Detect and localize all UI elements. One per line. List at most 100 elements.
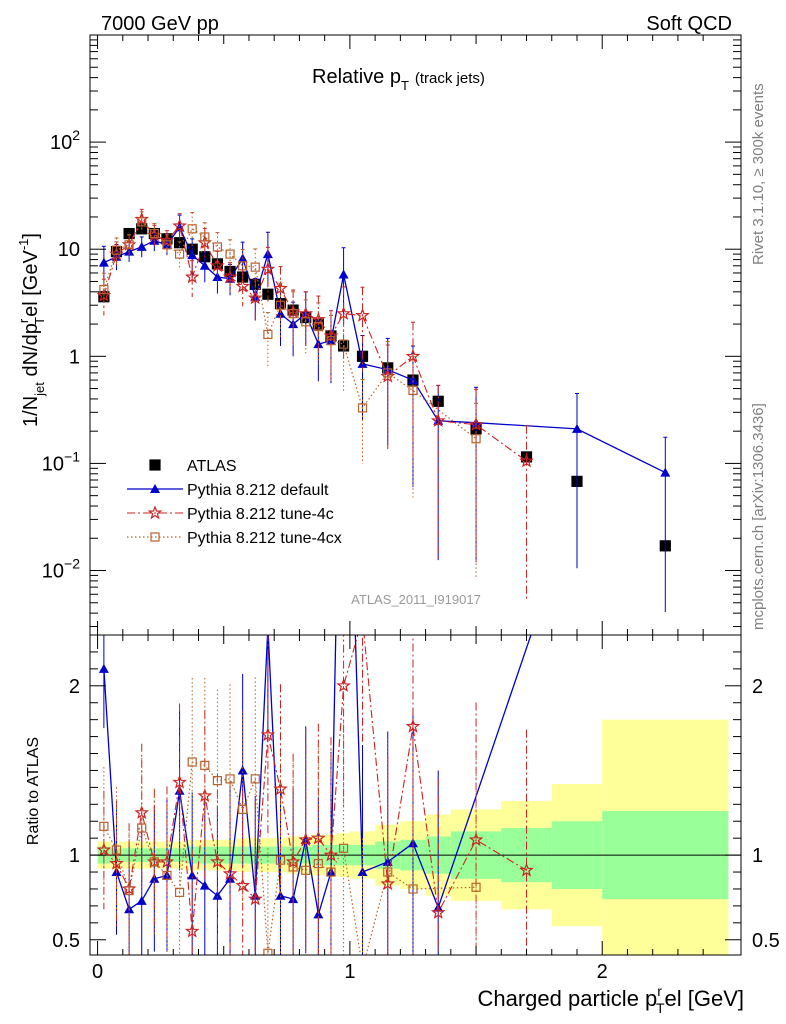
legend-entry: ATLAS — [149, 458, 237, 475]
ratio-point — [468, 832, 484, 847]
data-point — [430, 413, 446, 427]
ratio-axis-ticks: 0 1 2 0.5 0.5 1 1 2 2 — [52, 635, 780, 983]
data-point — [519, 453, 534, 468]
data-point — [338, 269, 349, 279]
series-atlas — [98, 223, 671, 552]
y-tick-label: 1 — [69, 346, 80, 368]
x-axis-label: Charged particle pr Tel [GeV] — [478, 983, 745, 1016]
data-point — [187, 250, 198, 260]
y-tick-label: 10−2 — [42, 556, 80, 583]
ratio-point — [111, 845, 122, 855]
data-point — [98, 257, 109, 267]
ratio-point — [275, 855, 286, 865]
ratio-point — [380, 876, 396, 891]
ratio-point — [149, 857, 159, 867]
data-point — [407, 375, 418, 385]
data-point — [187, 224, 197, 234]
ylabel-part-1: jet — [32, 382, 47, 397]
data-point — [111, 245, 122, 255]
data-point — [238, 261, 248, 271]
data-point — [660, 467, 671, 477]
ratio-point — [298, 832, 314, 847]
ratio-point — [275, 890, 286, 900]
chart-title-main: Relative p — [312, 66, 401, 88]
data-point — [149, 228, 159, 239]
ylabel-part-0: 1/N — [20, 396, 42, 427]
data-point — [222, 269, 238, 284]
ratio-point — [109, 855, 124, 870]
data-point — [99, 284, 109, 295]
legend-marker — [147, 505, 163, 520]
x-tick-label: 0 — [92, 961, 103, 983]
legend-marker — [150, 532, 160, 542]
rivet-side-label: Rivet 3.1.10, ≥ 300k events — [750, 83, 767, 265]
ratio-point — [383, 867, 393, 877]
ylabel-part-2: dN/dp — [20, 323, 42, 382]
xlabel-tail: el [GeV] — [665, 986, 744, 1011]
data-point — [162, 240, 172, 250]
legend-label: Pythia 8.212 tune-4cx — [187, 530, 342, 547]
data-point — [137, 217, 147, 227]
y-tick-label: 102 — [50, 127, 80, 154]
ratio-point — [238, 804, 248, 814]
series-pythia-8-212-tune-4cx — [99, 211, 481, 579]
ylabel-part-4: T — [32, 317, 47, 325]
ratio-point — [471, 882, 481, 892]
ratio-point — [172, 774, 187, 789]
y-tick-base: 10 — [42, 453, 64, 475]
series-line — [103, 218, 527, 462]
ratio-point — [136, 895, 147, 905]
data-point — [247, 290, 263, 305]
ratio-series-pythia-8-212-tune-4c — [96, 612, 534, 955]
legend-entry: Pythia 8.212 tune-4cx — [127, 530, 342, 547]
y-tick-base: 10 — [42, 561, 64, 583]
ratio-point — [285, 854, 301, 869]
ratio-point — [184, 923, 200, 938]
ratio-point — [288, 862, 298, 872]
y-tick-label: 10 — [58, 239, 80, 261]
ratio-point — [174, 887, 185, 897]
data-point — [405, 348, 421, 363]
x-tick-label: 1 — [344, 961, 355, 983]
legend-entry: Pythia 8.212 default — [127, 482, 329, 499]
y-axis-label: 1/Njet dN/dprTel [GeV-1] — [16, 233, 47, 427]
ratio-y-axis-label: Ratio to ATLAS — [25, 737, 42, 845]
ratio-point — [336, 678, 351, 692]
y-tick-exp: −1 — [64, 448, 80, 464]
data-point — [235, 278, 251, 293]
ratio-point — [430, 905, 446, 919]
ratio-point — [338, 843, 349, 853]
data-point — [468, 416, 484, 431]
legend-label: Pythia 8.212 tune-4c — [187, 506, 334, 523]
analysis-id-label: ATLAS_2011_I919017 — [351, 592, 481, 607]
ratio-point — [200, 760, 210, 770]
ratio-y-tick-label: 1 — [69, 845, 80, 867]
data-point — [136, 241, 147, 251]
ylabel-part-5: el [GeV — [20, 250, 42, 317]
y-tick-label: 10−1 — [42, 448, 80, 475]
data-point — [225, 249, 235, 259]
data-point — [263, 329, 273, 340]
data-point — [212, 272, 223, 282]
ratio-point — [260, 727, 276, 742]
data-point — [336, 305, 351, 320]
legend-marker — [149, 459, 161, 471]
data-point — [275, 300, 286, 310]
data-point — [355, 307, 370, 322]
ratio-point — [137, 823, 147, 833]
data-point — [383, 368, 393, 378]
ratio-y-tick-label: 0.5 — [52, 930, 80, 952]
data-point — [260, 261, 276, 276]
ratio-point — [357, 612, 368, 623]
ratio-point — [210, 854, 225, 869]
data-point — [212, 242, 223, 252]
data-point — [357, 403, 368, 413]
legend: ATLAS Pythia 8.212 default Pythia 8.212 tu… — [127, 458, 342, 547]
ratio-point — [159, 854, 175, 869]
series-line — [103, 226, 666, 474]
ratio-panel: 0 1 2 0.5 0.5 1 1 2 2 — [52, 612, 780, 983]
ratio-point — [519, 862, 534, 877]
